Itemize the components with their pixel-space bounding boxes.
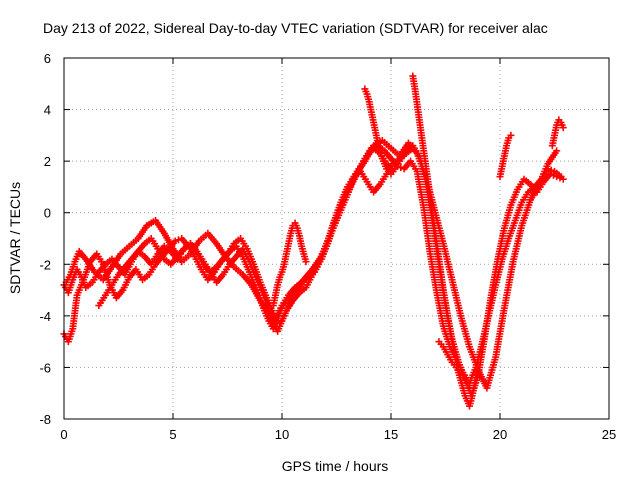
chart-background <box>0 0 640 480</box>
